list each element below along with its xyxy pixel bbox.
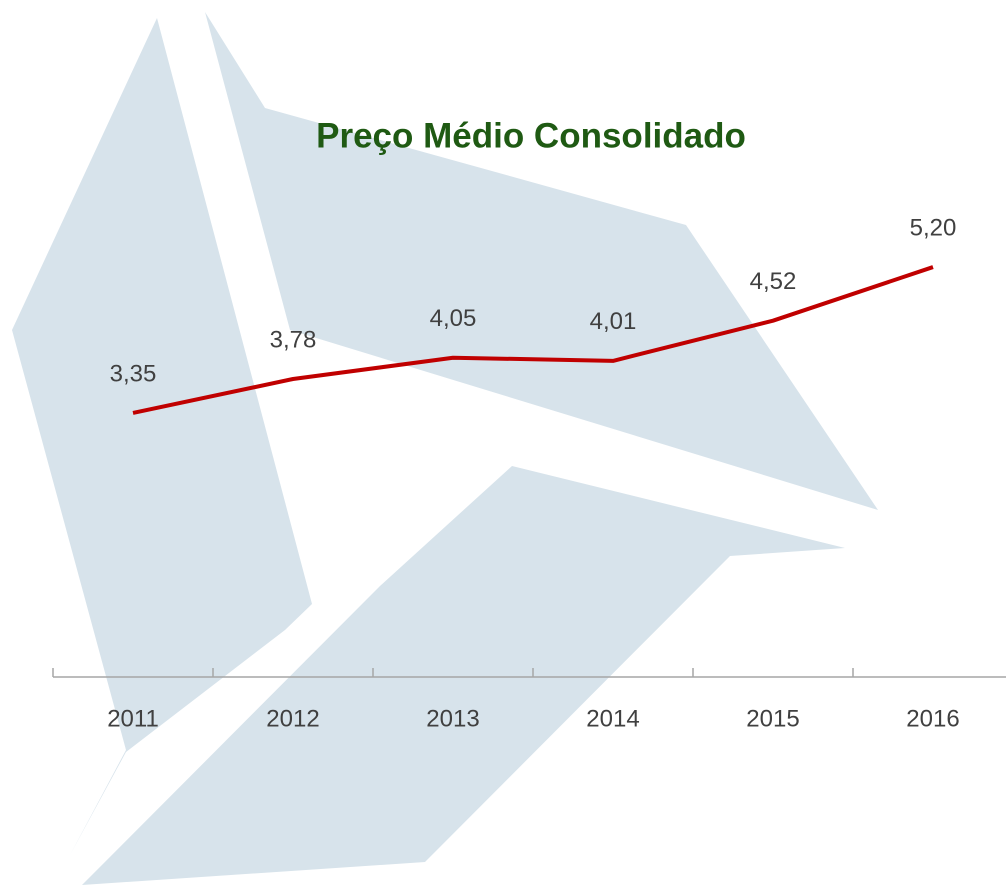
x-tick-label: 2014 — [586, 705, 639, 732]
x-tick-label: 2012 — [266, 705, 319, 732]
x-tick-label: 2011 — [107, 705, 159, 732]
data-label: 3,78 — [270, 326, 317, 353]
x-tick-label: 2016 — [906, 705, 959, 732]
data-line — [132, 265, 934, 415]
logo-shape — [12, 18, 312, 855]
background-logo — [12, 12, 878, 885]
logo-shape — [205, 12, 878, 510]
data-label: 3,35 — [110, 360, 157, 387]
logo-shape — [82, 466, 845, 885]
x-tick-label: 2015 — [746, 705, 799, 732]
data-label: 4,05 — [430, 305, 477, 332]
data-label: 5,20 — [910, 214, 957, 241]
chart-title: Preço Médio Consolidado — [316, 116, 746, 155]
data-label: 4,01 — [590, 308, 637, 335]
x-tick-label: 2013 — [426, 705, 479, 732]
data-label: 4,52 — [750, 268, 797, 295]
